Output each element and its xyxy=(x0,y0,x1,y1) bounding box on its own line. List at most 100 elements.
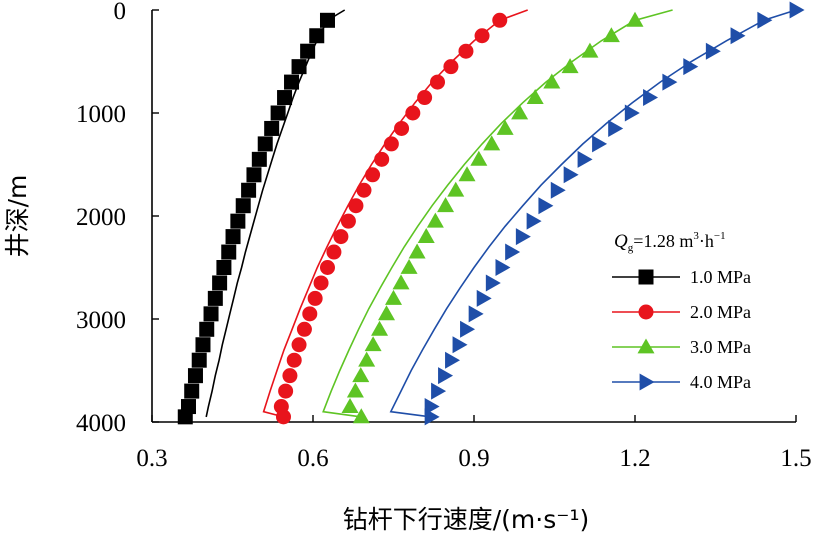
legend-label: 3.0 MPa xyxy=(690,337,751,357)
series-1-point xyxy=(199,321,215,337)
series-4-point xyxy=(577,150,593,168)
series-4-line xyxy=(389,9,797,418)
series-3-point xyxy=(352,367,370,383)
series-3-point xyxy=(526,89,544,104)
series-4-point xyxy=(592,135,608,153)
series-1-point xyxy=(195,337,211,353)
series-2-point xyxy=(492,12,508,28)
series-3-point xyxy=(346,382,364,398)
y-tick-label: 0 xyxy=(114,0,127,25)
series-2-point xyxy=(417,90,433,106)
series-1-point xyxy=(207,290,223,306)
legend-label: 4.0 MPa xyxy=(690,372,751,392)
series-2-point xyxy=(313,275,329,291)
legend-title-value: =1.28 m xyxy=(633,231,693,251)
series-3-point xyxy=(378,305,396,321)
series-3-point xyxy=(581,42,599,58)
series-2-point xyxy=(278,383,294,399)
series-3 xyxy=(322,9,673,424)
series-3-point xyxy=(447,181,465,197)
legend-marker xyxy=(638,304,654,320)
series-4-point xyxy=(495,259,511,276)
series-4-point xyxy=(757,11,773,29)
series-4-point xyxy=(452,336,468,354)
series-2-point xyxy=(405,105,421,121)
series-3-point xyxy=(371,320,389,336)
series-1-point xyxy=(230,213,246,229)
series-1-point xyxy=(177,409,193,425)
y-tick-label: 2000 xyxy=(76,204,126,231)
series-3-point xyxy=(385,289,402,305)
series-2-point xyxy=(319,260,335,275)
series-1-point xyxy=(184,383,200,399)
series-3-point xyxy=(400,258,418,274)
series-2-point xyxy=(291,337,307,353)
series-layer xyxy=(177,1,805,426)
x-tick-label: 0.9 xyxy=(458,445,489,472)
series-4-point xyxy=(445,351,461,369)
series-2-point xyxy=(365,167,381,183)
series-2-point xyxy=(307,290,323,306)
series-1-point xyxy=(246,167,262,183)
series-3-point xyxy=(426,212,444,228)
series-3-point xyxy=(602,27,620,43)
y-tick-label: 3000 xyxy=(76,307,126,334)
series-2-point xyxy=(348,198,364,214)
series-4-point xyxy=(662,73,678,91)
series-2 xyxy=(262,9,528,425)
series-1 xyxy=(177,9,346,425)
legend-title-expm1: −1 xyxy=(714,230,726,242)
series-4-point xyxy=(526,212,542,230)
series-4-point xyxy=(624,104,640,122)
series-1-point xyxy=(187,368,203,384)
series-2-point xyxy=(296,321,312,337)
series-4-point xyxy=(730,27,746,45)
series-1-point xyxy=(225,229,241,245)
legend-label: 1.0 MPa xyxy=(690,267,751,287)
series-4-point xyxy=(563,166,579,184)
series-4-point xyxy=(476,289,492,307)
series-2-point xyxy=(340,213,356,229)
series-2-point xyxy=(374,151,390,167)
series-3-point xyxy=(364,336,382,352)
series-1-point xyxy=(203,306,219,322)
x-tick-label: 0.3 xyxy=(136,445,167,472)
legend-title-sub: g xyxy=(628,242,634,254)
series-4-point xyxy=(789,1,805,19)
legend-title-mid: ·h xyxy=(699,231,714,251)
series-3-point xyxy=(543,73,561,89)
series-2-point xyxy=(286,352,302,368)
series-4-point xyxy=(505,243,521,261)
series-3-point xyxy=(496,119,514,135)
series-1-point xyxy=(291,59,307,75)
series-2-point xyxy=(356,182,372,198)
series-3-point xyxy=(470,150,488,166)
series-2-point xyxy=(383,136,399,152)
series-4-point xyxy=(424,408,440,426)
series-1-point xyxy=(221,244,237,260)
series-4-point xyxy=(460,320,476,338)
series-1-point xyxy=(235,198,251,214)
series-3-point xyxy=(417,228,435,244)
x-axis-title: 钻杆下行速度/(m·s⁻¹) xyxy=(343,505,589,534)
series-1-point xyxy=(300,43,316,59)
legend-title: Qg=1.28 m3·h−1 xyxy=(614,230,726,254)
y-tick-label: 4000 xyxy=(76,410,126,437)
series-1-point xyxy=(212,275,228,291)
series-1-point xyxy=(241,182,257,198)
x-tick-label: 1.5 xyxy=(780,445,811,472)
legend-label: 2.0 MPa xyxy=(690,302,751,322)
x-tick-label: 0.6 xyxy=(297,445,328,472)
series-4-point xyxy=(705,42,721,60)
series-2-point xyxy=(302,306,318,322)
series-2-point xyxy=(458,43,474,59)
legend-marker xyxy=(638,269,654,285)
series-1-point xyxy=(216,260,232,275)
series-2-point xyxy=(282,368,298,384)
legend-item-4: 4.0 MPa xyxy=(612,372,751,392)
series-4-point xyxy=(485,274,501,292)
series-4 xyxy=(389,1,805,426)
series-4-point xyxy=(683,58,699,76)
series-1-point xyxy=(309,28,325,44)
series-3-point xyxy=(408,243,426,259)
